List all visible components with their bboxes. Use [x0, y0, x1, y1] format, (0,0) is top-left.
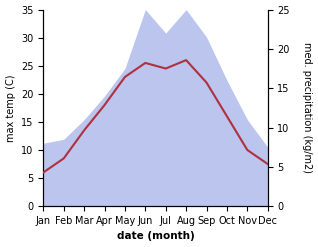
X-axis label: date (month): date (month) — [117, 231, 194, 242]
Y-axis label: max temp (C): max temp (C) — [5, 74, 16, 142]
Y-axis label: med. precipitation (kg/m2): med. precipitation (kg/m2) — [302, 42, 313, 173]
